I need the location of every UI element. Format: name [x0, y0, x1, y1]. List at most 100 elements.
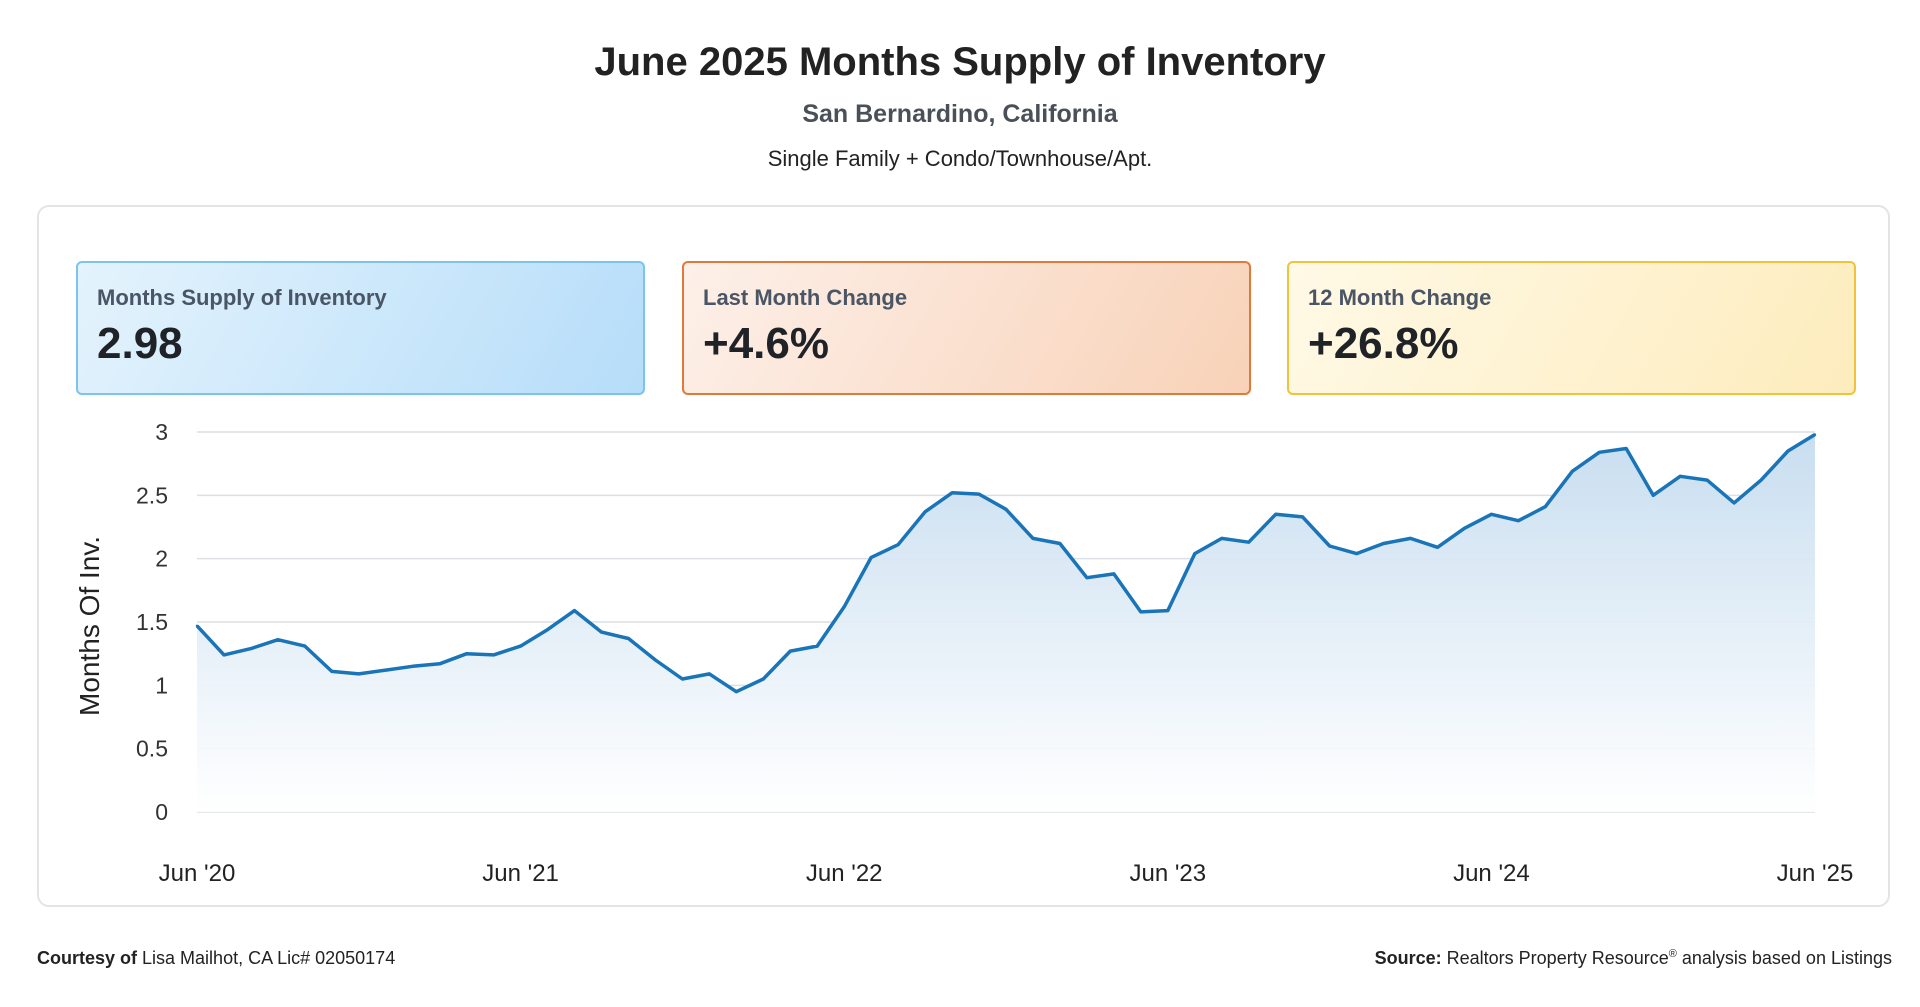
y-tick-label: 3	[155, 419, 168, 445]
data-point	[869, 556, 873, 559]
y-axis-label: Months Of Inv.	[74, 536, 105, 716]
data-point	[303, 644, 307, 648]
courtesy-label: Courtesy of	[37, 948, 138, 968]
data-point	[519, 644, 522, 648]
data-point	[330, 670, 334, 673]
data-point	[1139, 610, 1143, 614]
inventory-area-chart: 00.511.522.53 Jun '20 Jun '21 Jun '22 Jun '…	[74, 419, 1854, 887]
data-point	[546, 628, 549, 631]
x-tick-label: Jun '20	[159, 860, 236, 887]
data-point	[1031, 537, 1035, 540]
data-point	[1409, 537, 1412, 540]
data-point	[384, 668, 387, 672]
data-point	[896, 543, 900, 546]
y-axis-ticks: 0 0.5 1 1.5 2 2.5 3	[136, 419, 168, 825]
data-point	[816, 644, 819, 648]
y-tick-label: 1	[155, 672, 168, 698]
data-point	[708, 672, 711, 676]
data-point	[1247, 541, 1250, 544]
data-point	[735, 690, 738, 693]
y-tick-label: 2	[155, 546, 168, 572]
data-point	[1004, 508, 1008, 511]
data-point	[1813, 433, 1817, 436]
data-point	[1571, 470, 1574, 473]
data-point	[1544, 505, 1547, 508]
data-point	[1436, 546, 1439, 549]
data-point	[1274, 513, 1277, 516]
data-point	[1301, 515, 1304, 519]
y-tick-label: 1.5	[136, 609, 168, 635]
data-point	[1328, 544, 1331, 548]
last-month-change-card: Last Month Change +4.6%	[682, 261, 1251, 395]
data-point	[627, 637, 630, 640]
data-point	[1625, 447, 1628, 450]
data-point	[1652, 494, 1655, 497]
data-point	[1112, 572, 1116, 576]
last-month-change-value: +4.6%	[703, 319, 829, 368]
data-point	[1355, 552, 1358, 555]
data-point	[1786, 449, 1790, 453]
twelve-month-change-value: +26.8%	[1308, 319, 1459, 368]
months-supply-label: Months Supply of Inventory	[97, 285, 387, 310]
data-point	[1220, 537, 1223, 540]
data-point	[195, 624, 199, 627]
data-point	[843, 605, 846, 608]
data-point	[762, 677, 765, 681]
y-tick-label: 0	[155, 799, 168, 825]
data-point	[573, 609, 576, 612]
data-point	[681, 677, 684, 681]
data-point	[1759, 478, 1763, 482]
data-point	[977, 492, 981, 496]
data-point	[1382, 542, 1385, 545]
data-point	[1193, 552, 1196, 555]
y-tick-label: 2.5	[136, 482, 168, 508]
x-tick-label: Jun '25	[1777, 860, 1854, 887]
source-suffix: analysis based on Listings	[1681, 948, 1892, 968]
data-point	[1166, 609, 1170, 612]
y-tick-label: 0.5	[136, 736, 168, 762]
data-point	[492, 653, 495, 657]
x-tick-label: Jun '23	[1129, 860, 1206, 887]
data-point	[1517, 519, 1520, 522]
source-label: Source:	[1374, 948, 1442, 968]
x-tick-label: Jun '22	[806, 860, 883, 887]
data-point	[465, 652, 468, 655]
data-point	[923, 510, 927, 513]
data-point	[1463, 527, 1466, 530]
twelve-month-change-label: 12 Month Change	[1308, 285, 1492, 310]
data-point	[1732, 501, 1736, 505]
data-point	[276, 638, 280, 641]
area-fill	[197, 434, 1815, 812]
data-point	[654, 658, 657, 662]
data-point	[600, 630, 603, 634]
data-point	[789, 649, 792, 653]
data-point	[222, 653, 226, 657]
data-point	[411, 665, 414, 668]
data-point	[438, 662, 441, 665]
x-tick-label: Jun '21	[482, 860, 559, 887]
data-point	[1490, 513, 1493, 516]
data-point	[249, 647, 253, 650]
courtesy-text: Lisa Mailhot, CA Lic# 02050174	[142, 948, 396, 968]
x-axis-ticks: Jun '20 Jun '21 Jun '22 Jun '23 Jun '24 Jun '…	[159, 860, 1854, 887]
twelve-month-change-card: 12 Month Change +26.8%	[1287, 261, 1856, 395]
chart-subtitle-property-types: Single Family + Condo/Townhouse/Apt.	[767, 146, 1153, 171]
x-tick-label: Jun '24	[1453, 860, 1530, 887]
data-points	[195, 433, 1817, 693]
data-point	[1058, 542, 1062, 545]
chart-subtitle-location: San Bernardino, California	[802, 100, 1118, 128]
registered-mark: ®	[1668, 948, 1677, 960]
source-note: Source: Realtors Property Resource® anal…	[1375, 948, 1892, 969]
courtesy-note: Courtesy of Lisa Mailhot, CA Lic# 020501…	[37, 948, 395, 969]
last-month-change-label: Last Month Change	[703, 285, 908, 310]
data-point	[950, 491, 954, 494]
data-point	[1598, 451, 1601, 454]
months-supply-card: Months Supply of Inventory 2.98	[76, 261, 645, 395]
months-supply-value: 2.98	[97, 319, 183, 368]
data-point	[1085, 576, 1089, 579]
source-text: Realtors Property Resource	[1446, 948, 1669, 968]
data-point	[1678, 475, 1682, 478]
data-point	[1705, 478, 1709, 482]
chart-title: June 2025 Months Supply of Inventory	[594, 40, 1326, 84]
data-point	[357, 672, 360, 676]
